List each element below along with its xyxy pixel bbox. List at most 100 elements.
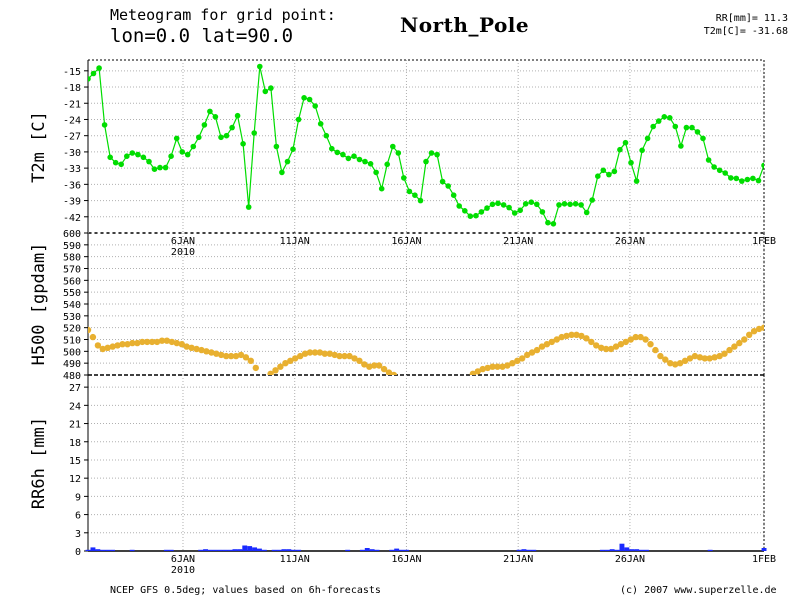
data-point xyxy=(114,342,121,349)
data-point xyxy=(94,342,102,349)
data-point xyxy=(676,360,684,367)
data-point xyxy=(661,114,668,120)
precip-bar xyxy=(208,549,213,551)
data-point xyxy=(362,158,368,165)
data-point xyxy=(543,341,551,348)
precip-bar xyxy=(110,549,115,551)
precip-bar xyxy=(526,549,532,551)
data-point xyxy=(157,164,163,171)
data-point xyxy=(183,343,190,350)
data-point xyxy=(517,207,523,214)
precip-bar xyxy=(212,549,218,551)
data-point xyxy=(212,114,219,120)
data-point xyxy=(179,149,185,155)
precip-bar xyxy=(521,549,527,551)
data-point xyxy=(589,197,595,203)
data-point xyxy=(726,346,733,354)
data-point xyxy=(229,124,235,131)
precip-bar xyxy=(516,549,522,551)
x-tick-label: 21JAN xyxy=(503,236,533,247)
axis-title: H500 [gpdam] xyxy=(29,243,49,366)
data-point xyxy=(326,350,333,357)
data-point xyxy=(628,159,634,166)
data-point xyxy=(662,356,669,363)
data-point xyxy=(553,336,560,343)
x-tick-label: 26JAN xyxy=(615,236,645,247)
data-point xyxy=(606,171,612,178)
data-point xyxy=(650,123,656,130)
series-line xyxy=(88,66,764,225)
data-point xyxy=(573,331,580,338)
data-point xyxy=(267,370,274,375)
data-point xyxy=(450,192,457,198)
y-tick-label: -42 xyxy=(63,213,81,224)
data-point xyxy=(578,202,584,208)
series-0 xyxy=(88,63,764,227)
data-point xyxy=(331,351,338,359)
data-point xyxy=(495,200,501,207)
data-point xyxy=(627,336,634,343)
y-tick-label: 15 xyxy=(69,456,81,467)
y-tick-label: -33 xyxy=(63,164,81,175)
data-point xyxy=(361,361,368,368)
data-point xyxy=(144,338,151,346)
data-point xyxy=(297,352,304,360)
data-point xyxy=(539,209,546,215)
summary-stats: RR[mm]= 11.3 T2m[C]= -31.68 xyxy=(704,12,788,38)
data-point xyxy=(741,336,748,343)
data-point xyxy=(148,338,156,346)
data-point xyxy=(317,121,324,127)
data-point xyxy=(711,354,718,361)
data-point xyxy=(321,350,328,357)
data-point xyxy=(290,146,296,152)
precip-bar xyxy=(624,547,630,551)
y-tick-label: -24 xyxy=(63,115,81,126)
data-point xyxy=(268,85,274,91)
data-point xyxy=(428,150,435,156)
data-point xyxy=(731,343,738,350)
data-point xyxy=(633,178,640,184)
data-point xyxy=(390,143,396,150)
data-point xyxy=(681,357,689,364)
data-point xyxy=(533,346,541,354)
data-point xyxy=(632,333,639,341)
data-point xyxy=(736,339,743,347)
data-point xyxy=(578,332,585,340)
data-point xyxy=(193,345,200,353)
data-point xyxy=(311,349,319,356)
data-point xyxy=(691,352,699,360)
precip-bar xyxy=(237,549,243,551)
data-point xyxy=(617,146,623,153)
precip-bar xyxy=(276,549,282,551)
data-point xyxy=(375,362,383,369)
data-point xyxy=(504,362,511,369)
data-point xyxy=(323,132,330,139)
precip-bar xyxy=(619,543,625,551)
data-point xyxy=(672,361,679,368)
data-point xyxy=(384,161,391,168)
t2m-current-label: T2m[C]= -31.68 xyxy=(703,26,788,37)
data-point xyxy=(701,355,708,362)
y-tick-label: 0 xyxy=(75,547,81,558)
axis-title: RR6h [mm] xyxy=(29,417,49,509)
data-source-note: NCEP GFS 0.5deg; values based on 6h-fore… xyxy=(110,585,381,596)
data-point xyxy=(367,161,374,167)
y-tick-label: -30 xyxy=(63,148,81,159)
data-point xyxy=(506,204,512,211)
data-point xyxy=(700,135,706,142)
y-tick-label: -15 xyxy=(63,67,81,78)
data-point xyxy=(213,350,220,357)
data-point xyxy=(522,201,529,207)
y-tick-label: 490 xyxy=(63,359,81,370)
data-point xyxy=(301,95,307,101)
data-point xyxy=(744,176,751,183)
data-point xyxy=(423,158,429,165)
data-point xyxy=(208,349,215,356)
data-point xyxy=(439,178,446,185)
data-point xyxy=(760,324,764,331)
data-point xyxy=(273,143,280,150)
data-point xyxy=(295,116,302,123)
data-point xyxy=(600,167,607,174)
data-point xyxy=(705,157,712,163)
